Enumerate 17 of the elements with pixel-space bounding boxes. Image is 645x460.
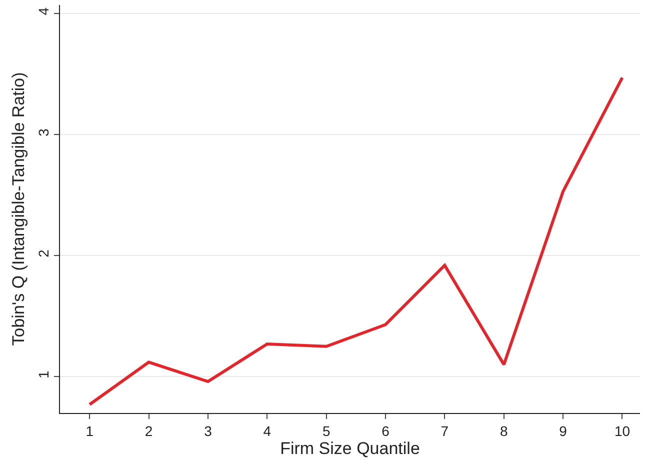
- x-axis-title: Firm Size Quantile: [280, 439, 420, 458]
- y-tick-label: 3: [35, 128, 52, 136]
- y-tick-label: 1: [35, 370, 52, 378]
- x-tick-label: 9: [559, 422, 568, 439]
- line-series: [88, 76, 624, 406]
- x-tick-label: 2: [144, 422, 153, 439]
- x-tick-label: 3: [204, 422, 212, 439]
- x-tick-label: 10: [614, 422, 630, 439]
- y-tick-label: 4: [35, 7, 52, 16]
- x-tick-label: 4: [263, 422, 272, 439]
- x-tick-label: 5: [322, 422, 330, 439]
- x-tick-label: 1: [86, 422, 94, 439]
- y-axis-title: Tobin's Q (Intangible-Tangible Ratio): [8, 72, 28, 346]
- x-tick-label: 6: [382, 422, 390, 439]
- x-tick-label: 7: [440, 422, 449, 439]
- y-tick-label: 2: [35, 249, 52, 258]
- x-tick-label: 8: [500, 422, 508, 439]
